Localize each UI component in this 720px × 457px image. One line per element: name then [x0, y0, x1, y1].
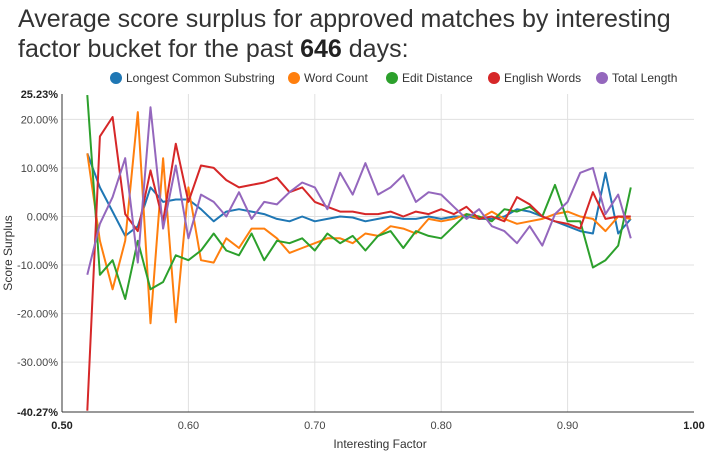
y-tick-label: 25.23% — [21, 89, 59, 101]
x-tick-label: 1.00 — [683, 420, 704, 432]
x-axis-label: Interesting Factor — [333, 437, 426, 451]
legend-item-3[interactable]: English Words — [488, 71, 581, 85]
y-tick-label: 20.00% — [21, 114, 59, 126]
legend-item-0[interactable]: Longest Common Substring — [110, 71, 275, 85]
legend-marker-1 — [288, 72, 300, 84]
legend-label-2: Edit Distance — [402, 71, 473, 85]
legend-label-0: Longest Common Substring — [126, 71, 275, 85]
legend-item-1[interactable]: Word Count — [288, 71, 368, 85]
legend-item-2[interactable]: Edit Distance — [386, 71, 473, 85]
y-tick-label: -40.27% — [17, 407, 58, 419]
legend-item-4[interactable]: Total Length — [596, 71, 677, 85]
y-tick-label: 10.00% — [21, 163, 59, 175]
series-line-1 — [87, 112, 631, 323]
y-tick-label: -20.00% — [17, 309, 58, 321]
x-tick-label: 0.50 — [51, 420, 72, 432]
legend-marker-4 — [596, 72, 608, 84]
y-tick-label: -10.00% — [17, 260, 58, 272]
series-line-3 — [87, 117, 631, 411]
x-tick-label: 0.80 — [430, 420, 451, 432]
y-axis-label: Score Surplus — [1, 215, 15, 290]
legend-label-4: Total Length — [612, 71, 677, 85]
y-tick-label: -30.00% — [17, 357, 58, 369]
legend-marker-0 — [110, 72, 122, 84]
series-lines — [87, 95, 631, 411]
x-tick-label: 0.90 — [557, 420, 578, 432]
legend-label-1: Word Count — [304, 71, 368, 85]
legend-marker-2 — [386, 72, 398, 84]
legend[interactable]: Longest Common Substring Word Count Edit D… — [110, 71, 677, 85]
legend-marker-3 — [488, 72, 500, 84]
x-tick-label: 0.70 — [304, 420, 325, 432]
legend-label-3: English Words — [504, 71, 581, 85]
x-tick-label: 0.60 — [178, 420, 199, 432]
y-tick-label: 0.00% — [27, 211, 58, 223]
